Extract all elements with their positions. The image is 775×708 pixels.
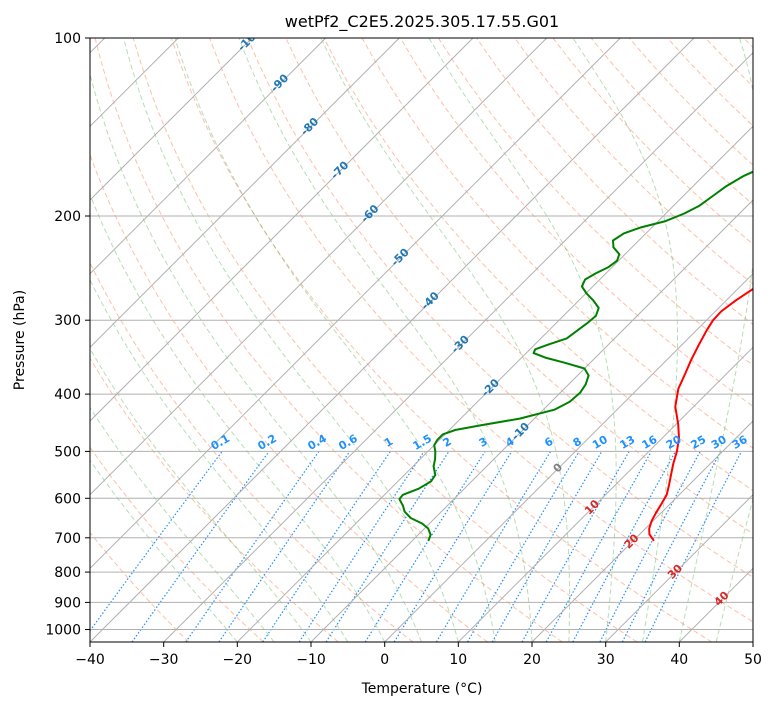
mixing-ratio-line — [185, 451, 320, 642]
x-tick-label: 40 — [670, 652, 688, 668]
isotherm-line — [90, 38, 327, 275]
y-tick-label: 400 — [54, 387, 81, 403]
mixing-ratio-line — [262, 451, 391, 642]
mixing-ratio-line — [131, 451, 270, 642]
moist-adiabat-line — [174, 38, 496, 642]
isotherm-line — [90, 38, 548, 496]
mixing-ratio-line — [521, 451, 630, 642]
x-tick-label: 10 — [449, 652, 467, 668]
isotherm-line — [236, 125, 753, 642]
y-tick-label: 200 — [54, 209, 81, 225]
isotherm-line — [90, 38, 400, 349]
dry-adiabat-line — [94, 38, 563, 642]
dry-adiabat-line — [399, 38, 753, 408]
x-tick-label: −20 — [223, 652, 253, 668]
mixing-ratio-line — [572, 451, 677, 642]
mixing-ratio-line — [218, 451, 351, 642]
moist-adiabat-line — [90, 72, 422, 642]
mixing-ratio-line — [325, 451, 450, 642]
y-tick-label: 500 — [54, 444, 81, 460]
mixing-ratio-line — [621, 451, 722, 642]
dry-adiabat-line — [90, 531, 190, 642]
moist-adiabat-line — [678, 38, 753, 642]
dry-adiabats — [90, 38, 753, 642]
isotherm-line — [90, 38, 621, 570]
dry-adiabat-line — [132, 38, 638, 642]
isotherm-line — [90, 38, 474, 422]
isotherm-line — [531, 420, 753, 642]
y-axis-label: Pressure (hPa) — [12, 290, 28, 390]
dry-adiabat-line — [90, 446, 264, 642]
dry-adiabat-line — [323, 38, 753, 492]
chart-title: wetPf2_C2E5.2025.305.17.55.G01 — [285, 12, 559, 32]
isotherm-line — [384, 272, 753, 642]
dry-adiabat-line — [247, 38, 753, 578]
mixing-ratio-line — [644, 451, 743, 642]
x-tick-label: −10 — [296, 652, 326, 668]
moist-adiabat-line — [90, 406, 275, 642]
mixing-ratio-line — [364, 451, 486, 642]
x-axis-label: Temperature (°C) — [361, 681, 483, 697]
mixing-ratio-line — [298, 451, 425, 642]
temperature-profile-line — [648, 287, 753, 542]
x-tick-label: 0 — [380, 652, 389, 668]
y-tick-label: 900 — [54, 595, 81, 611]
mixing-ratio-lines — [90, 451, 743, 642]
moist-adiabat-line — [715, 497, 753, 642]
y-tick-label: 300 — [54, 313, 81, 329]
plot-frame — [89, 37, 754, 643]
isotherm-line — [163, 51, 753, 642]
isotherm-line — [605, 493, 753, 642]
profiles — [398, 170, 753, 542]
mixing-ratio-line — [599, 451, 701, 642]
y-axis-ticks: 100 200 300 400 500 600 700 800 900 1000 — [45, 31, 90, 639]
moist-adiabats — [90, 38, 753, 642]
x-tick-label: −40 — [75, 652, 105, 668]
y-tick-label: 600 — [54, 491, 81, 507]
x-axis-ticks: −40 −30 −20 −10 0 10 20 30 40 50 — [75, 642, 762, 668]
y-tick-label: 100 — [54, 31, 81, 47]
moist-adiabat-line — [90, 278, 349, 642]
moist-adiabat-line — [90, 193, 386, 642]
dewpoint-profile-line — [398, 170, 753, 542]
x-tick-label: −30 — [149, 652, 179, 668]
dry-adiabat-line — [437, 38, 753, 366]
moist-adiabat-line — [320, 38, 570, 642]
moist-adiabat-line — [123, 38, 459, 642]
isotherm-line — [310, 199, 753, 642]
x-tick-label: 50 — [744, 652, 762, 668]
x-tick-label: 30 — [597, 652, 615, 668]
moist-adiabat-line — [90, 459, 238, 642]
mixing-ratio-line — [435, 451, 552, 642]
isotherm-line — [90, 38, 253, 201]
y-tick-label: 800 — [54, 565, 81, 581]
mixing-ratio-line — [90, 451, 223, 632]
dry-adiabat-line — [90, 153, 488, 642]
moist-adiabat-line — [572, 38, 678, 642]
moist-adiabat-line — [428, 38, 617, 642]
dry-adiabat-line — [90, 357, 339, 642]
moist-adiabat-line — [238, 38, 533, 642]
y-tick-label: 700 — [54, 531, 81, 547]
isotherm-line — [90, 38, 695, 642]
isotherms — [90, 38, 753, 642]
dry-adiabat-line — [170, 38, 712, 642]
mixing-ratio-line — [393, 451, 513, 642]
x-tick-label: 20 — [523, 652, 541, 668]
mixing-ratio-line — [545, 451, 652, 642]
dry-adiabat-line — [209, 38, 753, 623]
dry-adiabat-line — [514, 38, 753, 285]
isotherm-line — [457, 346, 753, 642]
pressure-gridlines — [90, 38, 753, 630]
y-tick-label: 1000 — [45, 623, 81, 639]
